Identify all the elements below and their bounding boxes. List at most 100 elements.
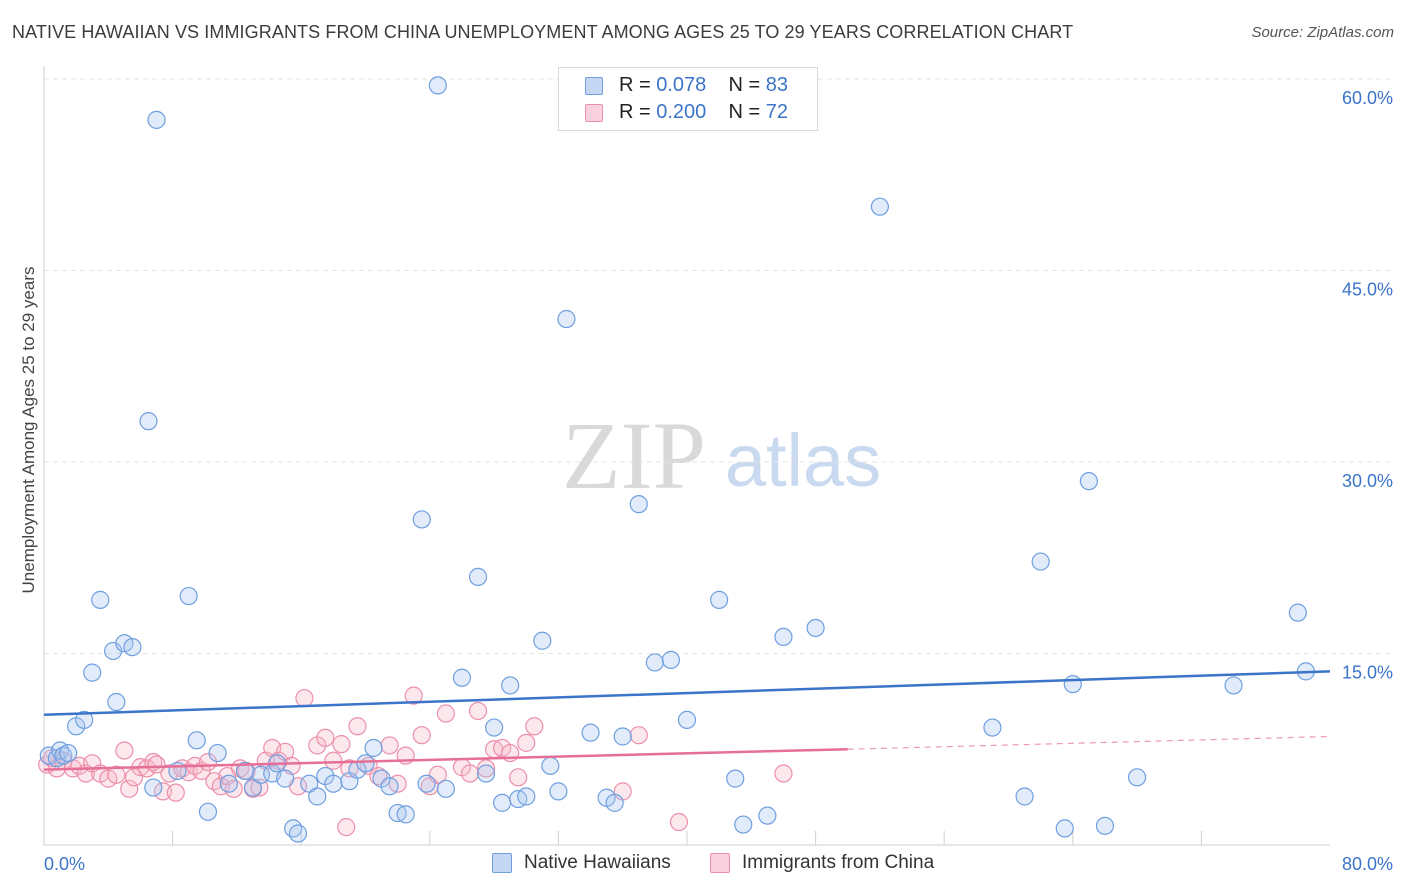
- data-point-native-hawaiian: [549, 782, 568, 801]
- legend-n-label: N =: [728, 74, 761, 96]
- data-point-native-hawaiian: [179, 586, 198, 606]
- legend-r-label: R =: [619, 74, 651, 96]
- legend-r-label: R =: [619, 101, 651, 123]
- data-point-native-hawaiian: [187, 731, 206, 750]
- data-point-native-hawaiian: [59, 743, 78, 763]
- y-tick-label: 45.0%: [1342, 280, 1393, 300]
- data-point-native-hawaiian: [517, 787, 536, 806]
- data-point-native-hawaiian: [983, 718, 1002, 737]
- legend-text: R = 0.200 N = 72: [619, 101, 788, 124]
- source-label: Source: ZipAtlas.com: [1251, 24, 1394, 41]
- data-point-native-hawaiian: [1015, 787, 1034, 806]
- data-point-native-hawaiian: [1224, 676, 1243, 695]
- data-point-native-hawaiian: [1063, 675, 1082, 694]
- data-point-native-hawaiian: [75, 710, 94, 729]
- legend-n-label: N =: [728, 101, 761, 123]
- x-tick-label-max: 80.0%: [1342, 854, 1393, 874]
- data-point-native-hawaiian: [91, 590, 110, 609]
- data-point-native-hawaiian: [806, 618, 825, 638]
- data-point-native-hawaiian: [1127, 768, 1147, 787]
- legend-r-value: 0.078: [656, 74, 707, 96]
- data-point-native-hawaiian: [774, 627, 793, 647]
- trend-lines: [43, 670, 1331, 771]
- data-point-native-hawaiian: [557, 309, 576, 329]
- legend-text: R = 0.078 N = 83: [619, 74, 788, 97]
- data-point-immigrant-china: [380, 736, 399, 755]
- data-point-immigrant-china: [369, 766, 388, 786]
- data-point-native-hawaiian: [147, 110, 166, 129]
- data-point-immigrant-china: [115, 741, 134, 760]
- data-point-native-hawaiian: [758, 806, 777, 825]
- data-point-immigrant-china: [120, 779, 139, 798]
- data-point-immigrant-china: [436, 704, 455, 723]
- bottom-legend-swatch-blue: [492, 853, 512, 873]
- data-point-native-hawaiian: [1079, 472, 1098, 491]
- data-point-immigrant-china: [295, 689, 314, 708]
- y-axis-label-wrap: Unemployment Among Ages 25 to 29 years: [14, 120, 44, 740]
- data-point-native-hawaiian: [645, 653, 664, 672]
- data-point-native-hawaiian: [581, 723, 600, 742]
- y-tick-label: 60.0%: [1342, 88, 1393, 108]
- data-point-native-hawaiian: [276, 769, 295, 788]
- data-point-native-hawaiian: [613, 727, 632, 746]
- data-point-immigrant-china: [525, 717, 544, 736]
- legend-n-value: 83: [765, 74, 789, 96]
- data-point-immigrant-china: [107, 765, 126, 784]
- data-point-immigrant-china: [468, 701, 488, 721]
- data-point-immigrant-china: [476, 759, 496, 778]
- bottom-legend-label: Immigrants from China: [742, 852, 935, 873]
- y-tick-label: 15.0%: [1342, 663, 1393, 683]
- watermark-zip: ZIP: [562, 402, 706, 509]
- data-point-native-hawaiian: [284, 819, 303, 838]
- data-point-native-hawaiian: [485, 718, 504, 737]
- data-point-native-hawaiian: [734, 815, 753, 834]
- data-point-immigrant-china: [166, 783, 185, 802]
- data-point-native-hawaiian: [308, 787, 327, 806]
- data-point-native-hawaiian: [219, 774, 238, 793]
- bottom-legend-label: Native Hawaiians: [524, 852, 671, 873]
- data-point-native-hawaiian: [107, 692, 126, 712]
- data-point-native-hawaiian: [380, 777, 399, 796]
- data-point-immigrant-china: [224, 779, 243, 798]
- legend-r-value: 0.200: [656, 101, 707, 123]
- grid: [44, 78, 1392, 654]
- data-point-native-hawaiian: [428, 76, 447, 95]
- data-point-immigrant-china: [629, 726, 648, 745]
- data-point-immigrant-china: [332, 735, 351, 754]
- data-point-native-hawaiian: [83, 663, 102, 682]
- data-point-native-hawaiian: [324, 774, 343, 793]
- data-point-immigrant-china: [460, 764, 480, 783]
- data-point-native-hawaiian: [1095, 816, 1115, 835]
- tick-labels: 15.0% 30.0% 45.0% 60.0% 0.0% 80.0%: [44, 88, 1393, 874]
- data-point-native-hawaiian: [468, 567, 488, 587]
- data-point-immigrant-china: [324, 751, 343, 770]
- data-point-immigrant-china: [404, 686, 423, 705]
- data-point-native-hawaiian: [452, 668, 472, 687]
- data-point-native-hawaiian: [139, 412, 158, 431]
- data-point-native-hawaiian: [412, 510, 431, 529]
- data-point-native-hawaiian: [417, 774, 436, 793]
- data-point-immigrant-china: [337, 818, 356, 837]
- trend-line-immigrants-from-china: [43, 748, 848, 771]
- data-point-native-hawaiian: [198, 802, 218, 821]
- data-point-native-hawaiian: [1055, 819, 1074, 838]
- data-point-immigrant-china: [509, 768, 528, 787]
- watermark: ZIP atlas: [562, 402, 881, 509]
- data-point-immigrant-china: [124, 768, 144, 787]
- axes: [43, 66, 1330, 846]
- series-native-hawaiians: [39, 76, 1315, 843]
- data-point-native-hawaiian: [870, 197, 890, 216]
- data-point-immigrant-china: [517, 733, 536, 752]
- data-point-immigrant-china: [669, 812, 689, 832]
- data-point-native-hawaiian: [1288, 603, 1307, 622]
- data-point-native-hawaiian: [1031, 552, 1050, 571]
- data-point-native-hawaiian: [54, 746, 73, 765]
- watermark-atlas: atlas: [725, 419, 881, 502]
- data-point-native-hawaiian: [533, 631, 552, 650]
- data-point-native-hawaiian: [123, 638, 142, 657]
- data-point-native-hawaiian: [356, 754, 375, 773]
- data-point-native-hawaiian: [144, 778, 163, 797]
- legend-n-value: 72: [765, 101, 789, 123]
- data-point-native-hawaiian: [288, 824, 308, 843]
